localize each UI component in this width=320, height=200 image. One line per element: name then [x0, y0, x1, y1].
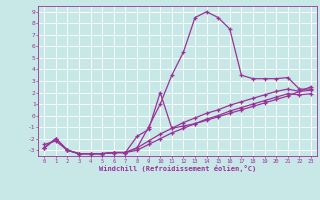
X-axis label: Windchill (Refroidissement éolien,°C): Windchill (Refroidissement éolien,°C) [99, 165, 256, 172]
